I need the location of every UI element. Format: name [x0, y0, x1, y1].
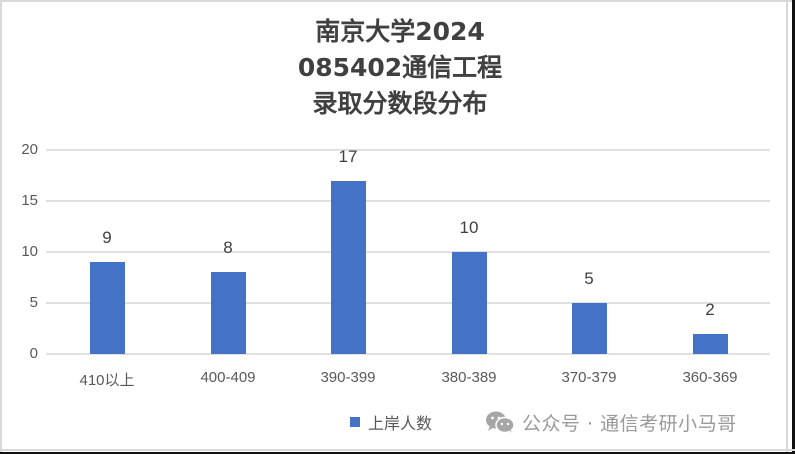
- bar: [571, 303, 607, 354]
- x-tick-label: 370-379: [561, 369, 617, 386]
- x-tick-label: 390-399: [320, 369, 376, 386]
- chart-title: 南京大学2024 085402通信工程 录取分数段分布: [200, 14, 600, 122]
- frame-right-edge: [792, 0, 795, 454]
- bar: [89, 262, 125, 354]
- frame-right-border: [786, 0, 788, 454]
- gridline: [46, 149, 770, 151]
- bar: [692, 333, 728, 354]
- data-label: 17: [338, 146, 358, 166]
- wechat-icon: [486, 411, 515, 434]
- legend: 上岸人数: [350, 410, 432, 434]
- y-tick-label: 0: [29, 345, 38, 362]
- gridline: [46, 302, 770, 304]
- data-label: 9: [102, 228, 112, 248]
- x-tick-label: 400-409: [200, 369, 256, 386]
- chart-title-line-2: 085402通信工程: [297, 53, 503, 82]
- data-label: 10: [459, 218, 479, 237]
- chart-title-line-1: 南京大学2024: [315, 17, 485, 46]
- y-tick-label: 5: [29, 294, 38, 311]
- bar: [451, 252, 487, 354]
- bar: [330, 180, 366, 354]
- frame-top-border: [0, 0, 795, 2]
- y-tick-label: 15: [21, 192, 38, 209]
- data-label: 5: [584, 269, 594, 288]
- data-label: 2: [705, 299, 715, 319]
- y-tick-label: 20: [21, 141, 38, 158]
- x-tick-label: 410以上: [79, 372, 135, 389]
- data-label: 8: [223, 238, 233, 258]
- y-tick-label: 10: [21, 243, 38, 260]
- x-tick-label: 360-369: [682, 369, 738, 386]
- legend-label: 上岸人数: [368, 414, 433, 433]
- bar: [210, 272, 246, 354]
- frame-bottom-border: [0, 449, 795, 451]
- gridline: [46, 200, 770, 202]
- frame-left-border: [0, 0, 2, 454]
- chart-title-line-3: 录取分数段分布: [312, 89, 488, 118]
- gridline: [46, 353, 770, 355]
- watermark: 公众号 · 通信考研小马哥: [484, 409, 737, 435]
- watermark-text: 公众号 · 通信考研小马哥: [522, 412, 737, 435]
- gridline: [46, 251, 770, 253]
- legend-swatch: [350, 417, 360, 427]
- x-tick-label: 380-389: [441, 369, 497, 386]
- frame-bottom-edge: [0, 452, 795, 454]
